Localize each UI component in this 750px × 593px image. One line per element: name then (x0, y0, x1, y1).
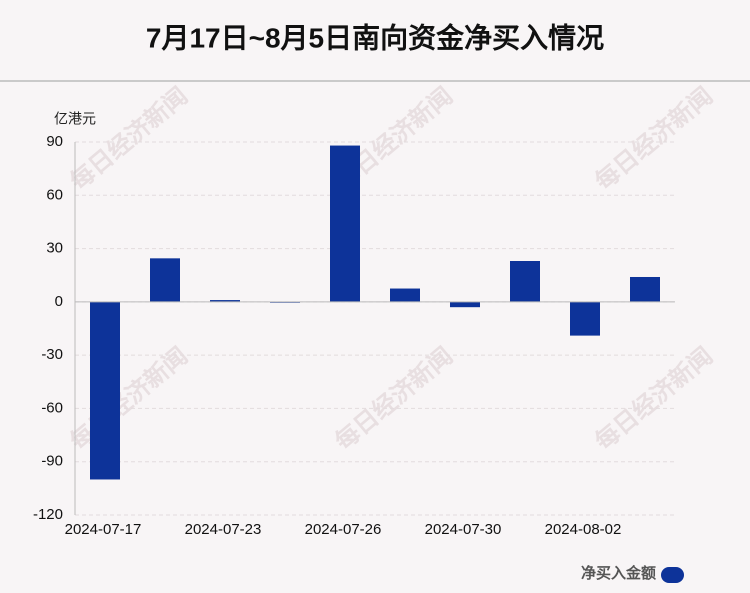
bar (210, 300, 240, 302)
y-axis-label: 亿港元 (54, 111, 96, 127)
y-tick-label: 90 (46, 133, 63, 150)
bar (450, 301, 480, 308)
y-tick-label: 0 (55, 293, 63, 310)
y-tick-label: 30 (46, 240, 63, 257)
bar (330, 145, 360, 302)
bar (90, 301, 120, 480)
bar (510, 261, 540, 302)
bar (630, 276, 660, 302)
bar (390, 288, 420, 302)
chart-title: 7月17日~8月5日南向资金净买入情况 (146, 21, 604, 53)
watermark: 每日经济新闻 (65, 342, 193, 456)
x-tick-label: 2024-08-02 (545, 521, 622, 538)
bar (150, 258, 180, 302)
y-tick-label: -90 (41, 453, 63, 470)
y-tick-label: -60 (41, 399, 63, 416)
watermark: 每日经济新闻 (65, 82, 193, 196)
y-tick-label: -30 (41, 346, 63, 363)
legend-swatch (661, 567, 684, 583)
watermark: 每日经济新闻 (590, 82, 718, 196)
x-tick-label: 2024-07-30 (425, 521, 502, 538)
watermark: 每日经济新闻 (330, 342, 458, 456)
watermark: 每日经济新闻 (590, 342, 718, 456)
x-tick-label: 2024-07-17 (65, 521, 142, 538)
y-tick-label: 60 (46, 186, 63, 203)
x-tick-label: 2024-07-26 (305, 521, 382, 538)
x-tick-label: 2024-07-23 (185, 521, 262, 538)
y-tick-label: -120 (33, 506, 63, 523)
legend-label: 净买入金额 (581, 564, 656, 582)
bar (570, 301, 600, 336)
